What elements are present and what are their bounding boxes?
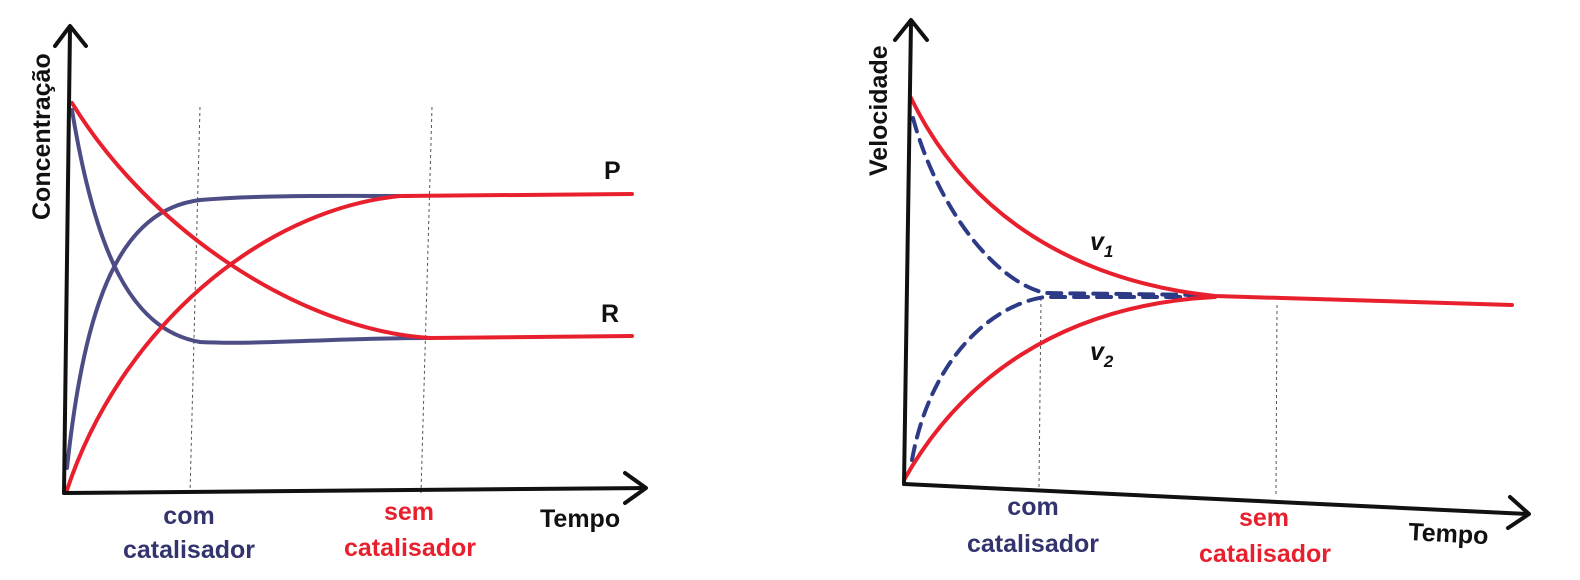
y-axis-arrow [893, 18, 929, 42]
series-label-v1-subscript: 1 [1104, 242, 1113, 261]
x-axis [902, 482, 1529, 516]
series-label-p: P [604, 157, 621, 185]
annotation-without-catalyst-line1: sem [384, 498, 434, 526]
series-r-with-catalyst [70, 108, 432, 345]
series-label-v2: v2 [1090, 338, 1114, 371]
y-axis [62, 26, 72, 495]
x-axis-arrow [1506, 495, 1531, 530]
series-label-v1: v1 [1090, 228, 1113, 261]
x-axis [62, 486, 646, 495]
y-axis-label: Concentração [28, 53, 56, 220]
annotation-without-catalyst-line2: catalisador [344, 534, 476, 562]
guide-with-catalyst [189, 106, 201, 494]
series-v1-without-catalyst [909, 96, 1514, 307]
annotation-with-catalyst-line2: catalisador [967, 530, 1099, 558]
guide-without-catalyst [420, 106, 433, 494]
series-v2-with-catalyst [910, 295, 1207, 462]
series-v1-with-catalyst [911, 116, 1207, 297]
series-label-v2-subscript: 2 [1103, 352, 1114, 371]
series-p-with-catalyst [65, 193, 412, 470]
annotation-without-catalyst-line2: catalisador [1199, 540, 1331, 568]
x-axis-label: Tempo [540, 505, 620, 533]
guide-without-catalyst [1275, 304, 1278, 495]
annotation-without-catalyst-line1: sem [1239, 504, 1289, 532]
y-axis [902, 20, 913, 486]
series-r-without-catalyst [70, 101, 634, 341]
guide-with-catalyst [1038, 297, 1042, 488]
annotation-with-catalyst-line1: com [163, 502, 214, 530]
series-label-r: R [601, 300, 619, 328]
series-p-without-catalyst [65, 192, 634, 492]
velocity-chart: Velocidade Tempo v1 v2 com catalisador s… [865, 18, 1531, 568]
series-label-v1-name: v [1090, 228, 1106, 256]
series-v2-without-catalyst [902, 295, 1217, 482]
annotation-with-catalyst-line2: catalisador [123, 536, 255, 564]
series-label-v2-name: v [1090, 338, 1106, 366]
x-axis-arrow [623, 471, 648, 505]
x-axis-label: Tempo [1408, 518, 1489, 550]
concentration-chart: Concentração Tempo P R com catalisador s… [28, 24, 648, 564]
y-axis-label: Velocidade [865, 45, 893, 176]
y-axis-arrow [53, 24, 88, 48]
annotation-with-catalyst-line1: com [1007, 493, 1058, 521]
